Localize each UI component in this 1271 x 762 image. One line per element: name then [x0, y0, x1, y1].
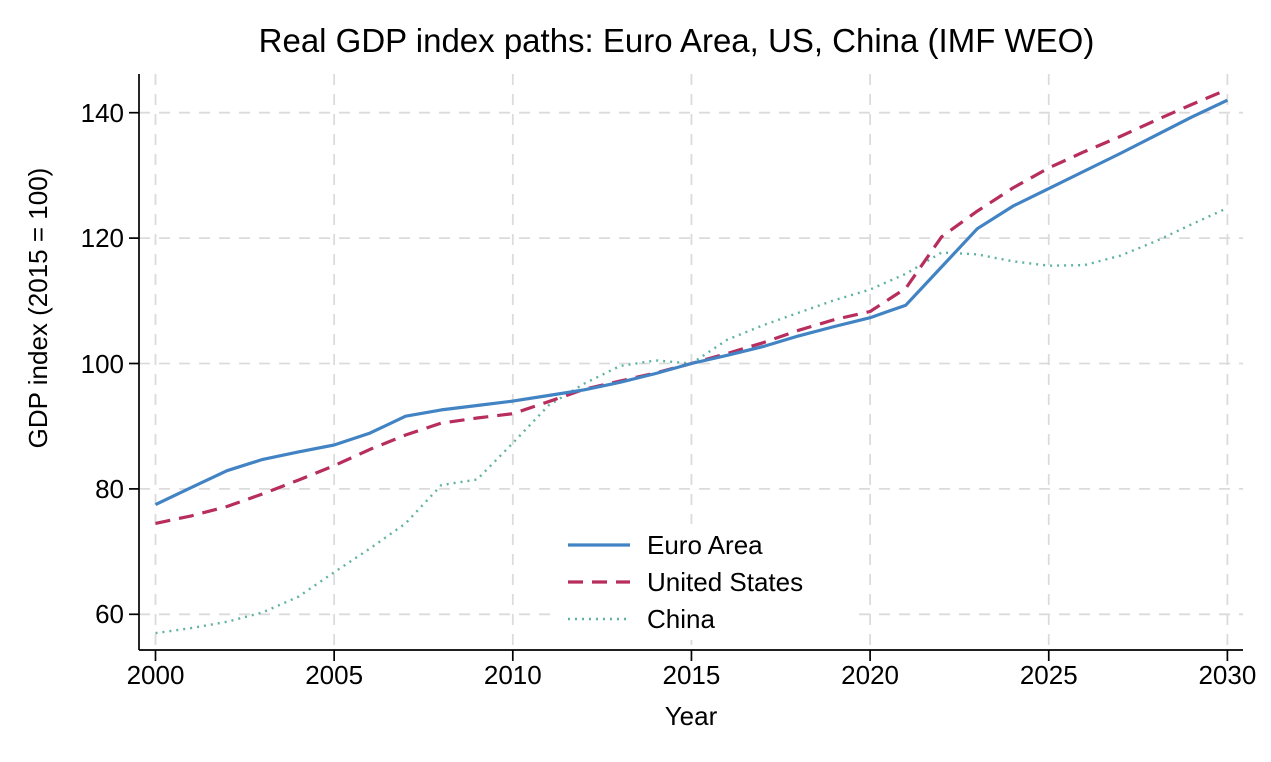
legend-line-sample-icon — [568, 617, 630, 621]
legend-item-united-states: United States — [568, 564, 854, 601]
x-tick-label: 2030 — [1198, 660, 1257, 690]
legend-label: Euro Area — [647, 529, 763, 560]
x-tick-label: 2000 — [126, 660, 185, 690]
legend-item-euro-area: Euro Area — [568, 527, 854, 564]
x-tick-label: 2025 — [1019, 660, 1078, 690]
legend-label: United States — [647, 566, 804, 597]
x-tick-label: 2020 — [841, 660, 900, 690]
x-tick-label: 2010 — [483, 660, 542, 690]
x-tick-label: 2005 — [305, 660, 364, 690]
x-axis-label: Year — [664, 701, 718, 731]
x-tick-label: 2015 — [662, 660, 721, 690]
y-tick-label: 120 — [80, 223, 124, 254]
legend-label: China — [647, 603, 715, 634]
series-line-euro-area — [154, 98, 1229, 507]
legend: Euro Area United States China — [558, 524, 854, 640]
legend-item-china: China — [568, 601, 854, 638]
y-tick-label: 80 — [95, 473, 124, 504]
y-axis-label: GDP index (2015 = 100) — [23, 167, 53, 449]
legend-line-sample-icon — [568, 543, 630, 547]
legend-line-sample-icon — [568, 580, 630, 584]
y-tick-label: 100 — [80, 348, 124, 379]
chart-title: Real GDP index paths: Euro Area, US, Chi… — [258, 22, 1095, 59]
y-tick-label: 140 — [80, 97, 124, 128]
y-tick-label: 60 — [95, 599, 124, 630]
